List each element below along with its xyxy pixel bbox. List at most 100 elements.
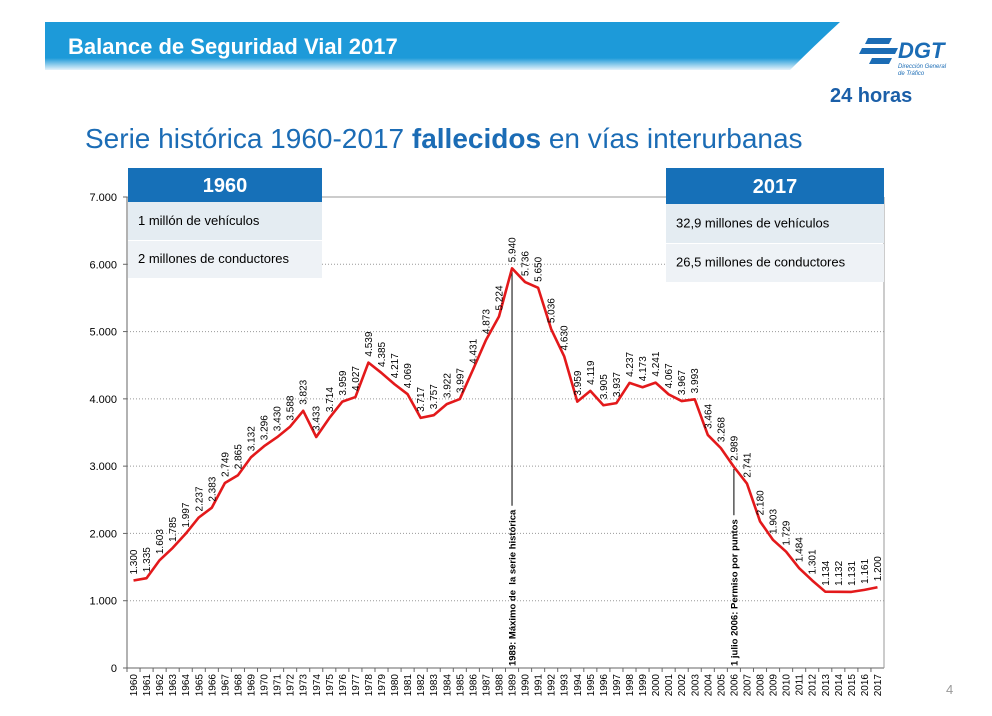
data-label: 4.027 xyxy=(351,366,362,391)
x-tick-label: 1978 xyxy=(364,674,375,697)
data-label: 3.823 xyxy=(299,379,310,404)
series-line xyxy=(133,267,878,594)
x-tick-label: 1968 xyxy=(233,674,244,697)
data-label: 3.714 xyxy=(325,387,336,412)
plot: 0 1.000 2.000 3.000 4.000 5.000 6.000 7.000 1960… xyxy=(89,168,885,697)
page-number: 4 xyxy=(946,682,953,697)
x-tick-label: 2010 xyxy=(782,674,793,697)
x-tick-label: 1988 xyxy=(494,674,505,697)
data-label: 1.484 xyxy=(795,537,806,562)
data-label: 2.865 xyxy=(233,444,244,469)
y-tick-label: 5.000 xyxy=(89,327,117,339)
data-label: 1.785 xyxy=(168,516,179,541)
x-tick-label: 1990 xyxy=(521,674,532,697)
annotation: 1 julio 2006: Permiso por puntos xyxy=(729,519,740,666)
x-tick-label: 1962 xyxy=(155,674,166,697)
x-tick-label: 1992 xyxy=(547,674,558,697)
x-tick-label: 1973 xyxy=(299,674,310,697)
x-tick-label: 1971 xyxy=(273,674,284,697)
info-box-title: 1960 xyxy=(203,175,248,197)
logo: DGT Dirección General de Tráfico xyxy=(859,38,947,77)
x-tick-label: 2012 xyxy=(808,674,819,697)
y-tick-label: 2.000 xyxy=(89,528,117,540)
x-tick-label: 1974 xyxy=(312,674,323,697)
tagline: 24 horas xyxy=(830,85,912,107)
data-label: 3.464 xyxy=(703,403,714,428)
x-tick-label: 1980 xyxy=(390,674,401,697)
data-label: 5.940 xyxy=(508,237,519,262)
x-tick-label: 1961 xyxy=(142,674,153,697)
data-label: 3.937 xyxy=(612,372,623,397)
x-tick-label: 1972 xyxy=(286,674,297,697)
data-label: 4.241 xyxy=(651,351,662,376)
x-tick-label: 1969 xyxy=(246,674,257,697)
data-label: 2.180 xyxy=(756,490,767,515)
info-box-text: 26,5 millones de conductores xyxy=(676,255,846,270)
x-tick-label: 1997 xyxy=(612,674,623,697)
data-label: 3.433 xyxy=(312,406,323,431)
x-tick-label: 2002 xyxy=(677,674,688,697)
data-label: 3.959 xyxy=(573,370,584,395)
data-label: 4.873 xyxy=(481,309,492,334)
x-tick-label: 2003 xyxy=(690,674,701,697)
data-label: 2.749 xyxy=(220,452,231,477)
data-label: 3.717 xyxy=(416,386,427,411)
y-tick-label: 7.000 xyxy=(89,192,117,204)
annotation: 1989: Máximo de la serie histórica xyxy=(508,509,519,666)
x-tick-label: 2014 xyxy=(834,674,845,697)
x-tick-label: 1996 xyxy=(599,674,610,697)
x-tick-label: 1963 xyxy=(168,674,179,697)
x-tick-label: 2015 xyxy=(847,674,858,697)
x-tick-label: 2009 xyxy=(769,674,780,697)
data-label: 5.224 xyxy=(494,285,505,310)
data-label: 3.296 xyxy=(260,415,271,440)
data-label: 1.200 xyxy=(873,556,884,581)
data-label: 4.539 xyxy=(364,331,375,356)
x-tick-label: 1975 xyxy=(325,674,336,697)
x-tick-label: 1998 xyxy=(625,674,636,697)
data-label: 5.736 xyxy=(521,251,532,276)
x-tick-label: 2013 xyxy=(821,674,832,697)
x-tick-label: 1983 xyxy=(429,674,440,697)
x-tick-label: 2006 xyxy=(729,674,740,697)
data-label: 1.729 xyxy=(782,520,793,545)
x-tick-label: 2007 xyxy=(742,674,753,697)
data-label: 1.132 xyxy=(834,560,845,585)
data-label: 4.119 xyxy=(586,360,597,385)
x-tick-label: 1976 xyxy=(338,674,349,697)
title-part: en vías interurbanas xyxy=(541,123,803,154)
info-box-title: 2017 xyxy=(753,176,798,198)
x-tick-label: 2005 xyxy=(716,674,727,697)
data-label: 4.431 xyxy=(468,338,479,363)
data-label: 1.161 xyxy=(860,558,871,583)
x-tick-label: 1995 xyxy=(586,674,597,697)
x-tick-label: 1964 xyxy=(181,674,192,697)
title-part: fallecidos xyxy=(412,123,541,154)
data-label: 4.173 xyxy=(638,356,649,381)
data-label: 3.959 xyxy=(338,370,349,395)
data-label: 3.132 xyxy=(246,426,257,451)
info-box-row xyxy=(128,241,322,278)
x-tick-label: 1987 xyxy=(481,674,492,697)
data-label: 3.268 xyxy=(716,417,727,442)
x-tick-label: 1986 xyxy=(468,674,479,697)
data-label: 3.922 xyxy=(442,373,453,398)
x-tick-label: 1960 xyxy=(129,674,140,697)
header-band xyxy=(45,22,840,70)
y-tick-label: 3.000 xyxy=(89,461,117,473)
x-tick-label: 1965 xyxy=(194,674,205,697)
info-box-row xyxy=(666,204,884,243)
x-tick-label: 1970 xyxy=(260,674,271,697)
x-tick-label: 1982 xyxy=(416,674,427,697)
data-label: 4.237 xyxy=(625,351,636,376)
info-box-header xyxy=(128,168,322,202)
data-label: 3.430 xyxy=(273,406,284,431)
x-tick-label: 2016 xyxy=(860,674,871,697)
logo-sub: Dirección General xyxy=(898,64,947,70)
x-tick-label: 2000 xyxy=(651,674,662,697)
data-label: 1.131 xyxy=(847,560,858,585)
data-label: 1.335 xyxy=(142,547,153,572)
x-tick-label: 1989 xyxy=(508,674,519,697)
info-box-row xyxy=(666,244,884,282)
